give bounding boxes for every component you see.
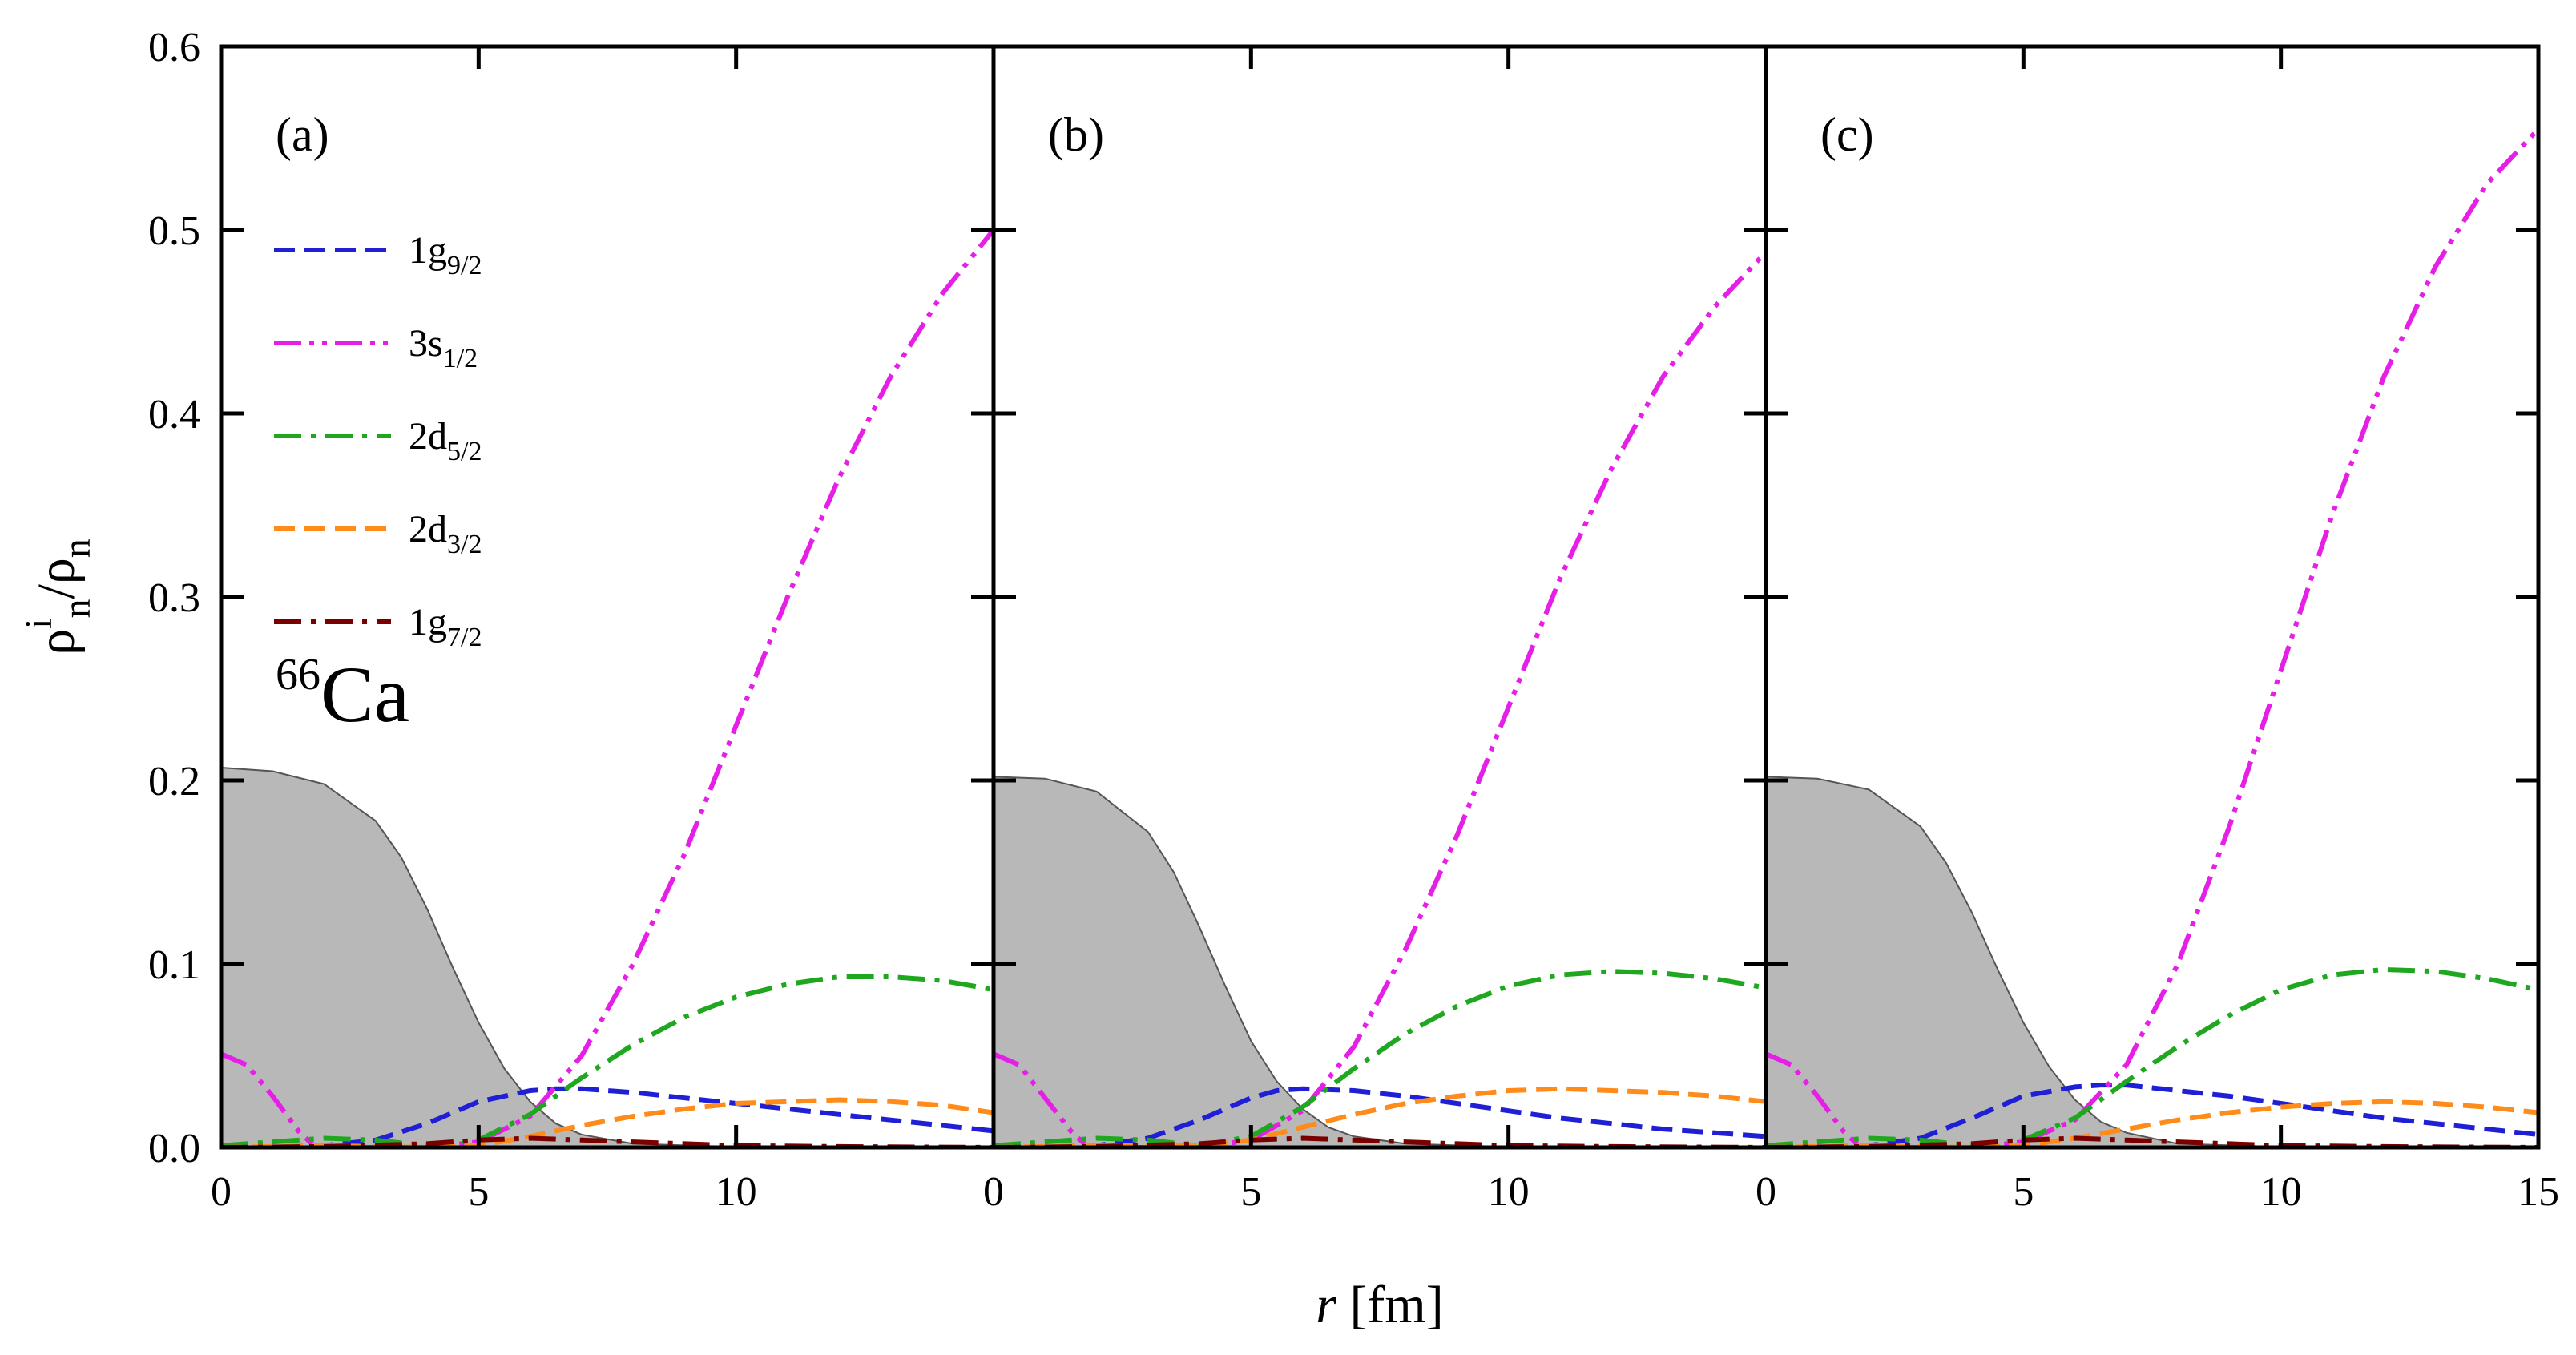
panel-0: 0 5 10 (a) [211,44,996,1215]
series-line-1g9-2 [1766,1083,2538,1147]
series-line-2d5-2 [994,969,1766,1147]
x-tick-label: 15 [2518,1169,2559,1215]
series-line-2d5-2 [221,974,994,1147]
x-tick-label: 5 [1240,1169,1261,1215]
panel-2: 0 5 10 15 (c) [1756,44,2559,1215]
nucleus-label: 66Ca [276,650,409,739]
x-tick-label: 0 [983,1169,1004,1215]
legend-entry-label: 2d3/2 [409,508,482,559]
density-area [994,776,1766,1147]
panel-label: (b) [1048,108,1104,161]
y-tick-label: 0.0 [148,1126,200,1172]
density-area [1766,776,2538,1147]
panel-label: (c) [1820,108,1874,161]
y-tick-label: 0.5 [148,208,200,254]
x-tick-label: 10 [2260,1169,2302,1215]
x-tick-label: 0 [211,1169,232,1215]
panel-label: (a) [276,108,329,161]
panel-plot-area [994,250,1766,1147]
series-line-2d5-2 [1766,966,2538,1147]
y-tick-label: 0.4 [148,392,200,438]
panel-1: 0 5 10 (b) [983,44,1768,1215]
x-tick-label: 10 [716,1169,757,1215]
x-axis-title: r [fm] [1316,1276,1443,1334]
series-line-1g9-2 [994,1086,1766,1147]
series-line-3s1-2 [221,228,994,1147]
legend-entry-label: 1g7/2 [409,601,482,652]
x-tick-label: 5 [468,1169,489,1215]
legend-entry-label: 1g9/2 [409,229,482,280]
legend-entry-label: 2d5/2 [409,415,482,466]
series-line-1g9-2 [221,1086,994,1147]
x-tick-label: 10 [1488,1169,1530,1215]
density-area [221,766,994,1147]
x-tick-label: 5 [2013,1169,2034,1215]
x-tick-label: 0 [1756,1169,1776,1215]
series-line-3s1-2 [1766,127,2538,1147]
panel-plot-area [1766,127,2538,1147]
y-tick-label: 0.6 [148,25,200,71]
legend-entry-label: 3s1/2 [409,322,478,373]
y-tick-label: 0.3 [148,575,200,621]
y-axis-title: ρin/ρn [18,538,99,655]
y-tick-label: 0.2 [148,759,200,805]
y-tick-label: 0.1 [148,942,200,988]
legend: 1g9/2 3s1/2 2d5/2 2d3/2 1g7/2 [274,229,482,652]
